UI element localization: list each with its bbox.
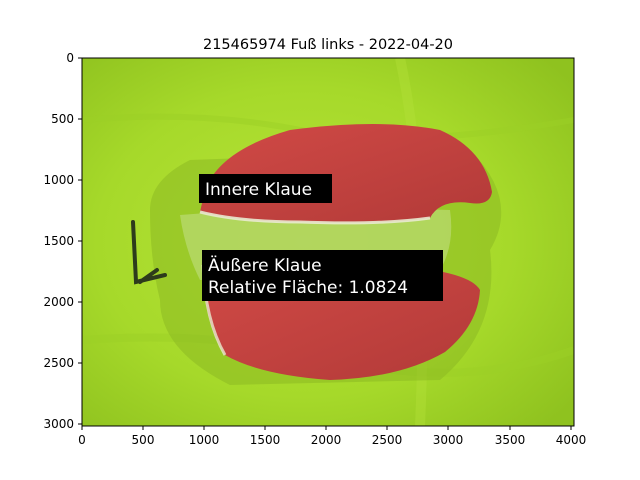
marker-scribble	[131, 220, 167, 285]
x-axis: 0 500 1000 1500 2000 2500 3000 3500 4000	[78, 426, 586, 447]
y-tick-label: 2500	[43, 356, 74, 370]
x-tick-label: 3500	[495, 433, 526, 447]
outer-claw-label: Äußere Klaue Relative Fläche: 1.0824	[202, 250, 443, 301]
x-tick-label: 3000	[433, 433, 464, 447]
x-tick-label: 0	[78, 433, 86, 447]
plot-title: 215465974 Fuß links - 2022-04-20	[203, 37, 453, 53]
x-tick-label: 1500	[250, 433, 281, 447]
y-tick-label: 500	[51, 112, 74, 126]
y-tick-label: 1500	[43, 234, 74, 248]
outer-claw-label-text: Äußere Klaue	[208, 255, 322, 276]
axes-frame	[81, 57, 575, 427]
x-tick-label: 2500	[372, 433, 403, 447]
inner-claw-label: Innere Klaue	[199, 174, 332, 203]
x-tick-label: 2000	[311, 433, 342, 447]
y-axis: 0 500 1000 1500 2000 2500 3000	[43, 51, 82, 431]
x-tick-label: 4000	[556, 433, 587, 447]
relative-area-text: Relative Fläche: 1.0824	[208, 278, 408, 298]
photo-image	[82, 58, 574, 426]
y-tick-label: 2000	[43, 295, 74, 309]
x-tick-label: 1000	[189, 433, 220, 447]
inner-claw-label-text: Innere Klaue	[205, 180, 312, 200]
y-tick-label: 0	[66, 51, 74, 65]
y-tick-label: 1000	[43, 173, 74, 187]
y-tick-label: 3000	[43, 417, 74, 431]
x-tick-label: 500	[132, 433, 155, 447]
